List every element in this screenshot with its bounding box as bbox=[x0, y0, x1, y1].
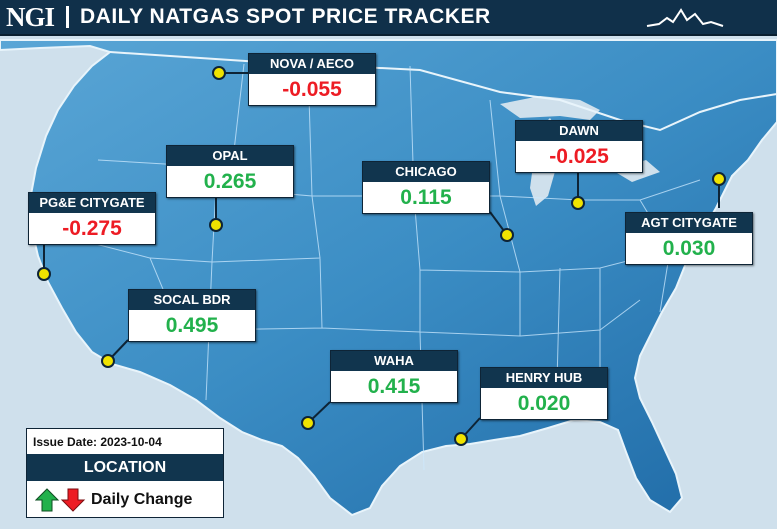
hub-value: -0.055 bbox=[282, 78, 342, 101]
hub-value: 0.020 bbox=[517, 392, 571, 415]
header-bar: NGI DAILY NATGAS SPOT PRICE TRACKER bbox=[0, 0, 777, 36]
marker-chicago bbox=[500, 228, 514, 242]
down-arrow-icon bbox=[60, 488, 86, 512]
hub-value: 0.265 bbox=[203, 170, 257, 193]
hub-waha[interactable]: WAHA 0.415 bbox=[330, 350, 458, 403]
hub-socal-bdr[interactable]: SOCAL BDR 0.495 bbox=[128, 289, 256, 342]
hub-dawn[interactable]: DAWN -0.025 bbox=[515, 120, 643, 173]
hub-name: CHICAGO bbox=[363, 162, 489, 182]
price-sparkline-icon bbox=[646, 8, 724, 27]
hub-name: NOVA / AECO bbox=[249, 54, 375, 74]
hub-name: DAWN bbox=[516, 121, 642, 141]
hub-value: -0.025 bbox=[549, 145, 609, 168]
hub-pge-citygate[interactable]: PG&E CITYGATE -0.275 bbox=[28, 192, 156, 245]
map-legend: Issue Date: 2023-10-04 LOCATION Daily Ch… bbox=[26, 428, 224, 518]
hub-name: AGT CITYGATE bbox=[626, 213, 752, 233]
hub-name: SOCAL BDR bbox=[129, 290, 255, 310]
hub-value: -0.275 bbox=[62, 217, 122, 240]
legend-location: LOCATION bbox=[27, 454, 223, 481]
marker-waha bbox=[301, 416, 315, 430]
hub-agt-citygate[interactable]: AGT CITYGATE 0.030 bbox=[625, 212, 753, 265]
hub-henry-hub[interactable]: HENRY HUB 0.020 bbox=[480, 367, 608, 420]
hub-name: WAHA bbox=[331, 351, 457, 371]
hub-value: 0.415 bbox=[367, 375, 421, 398]
page-title: DAILY NATGAS SPOT PRICE TRACKER bbox=[80, 5, 491, 28]
marker-socal-bdr bbox=[101, 354, 115, 368]
hub-value: 0.030 bbox=[662, 237, 716, 260]
hub-markers bbox=[37, 66, 726, 446]
logo-divider bbox=[66, 6, 69, 28]
hub-value: 0.495 bbox=[165, 314, 219, 337]
marker-pge-citygate bbox=[37, 267, 51, 281]
hub-opal[interactable]: OPAL 0.265 bbox=[166, 145, 294, 198]
marker-agt-citygate bbox=[712, 172, 726, 186]
up-arrow-icon bbox=[35, 488, 60, 512]
hub-chicago[interactable]: CHICAGO 0.115 bbox=[362, 161, 490, 214]
issue-date: Issue Date: 2023-10-04 bbox=[33, 435, 162, 449]
marker-henry-hub bbox=[454, 432, 468, 446]
legend-arrows bbox=[35, 488, 86, 512]
marker-dawn bbox=[571, 196, 585, 210]
hub-nova-aeco[interactable]: NOVA / AECO -0.055 bbox=[248, 53, 376, 106]
great-lakes bbox=[500, 96, 660, 182]
ngi-logo: NGI bbox=[6, 2, 55, 32]
marker-opal bbox=[209, 218, 223, 232]
marker-nova-aeco bbox=[212, 66, 226, 80]
hub-name: HENRY HUB bbox=[481, 368, 607, 388]
legend-daily-change: Daily Change bbox=[91, 491, 193, 508]
hub-name: PG&E CITYGATE bbox=[29, 193, 155, 213]
hub-value: 0.115 bbox=[400, 186, 452, 209]
hub-name: OPAL bbox=[167, 146, 293, 166]
